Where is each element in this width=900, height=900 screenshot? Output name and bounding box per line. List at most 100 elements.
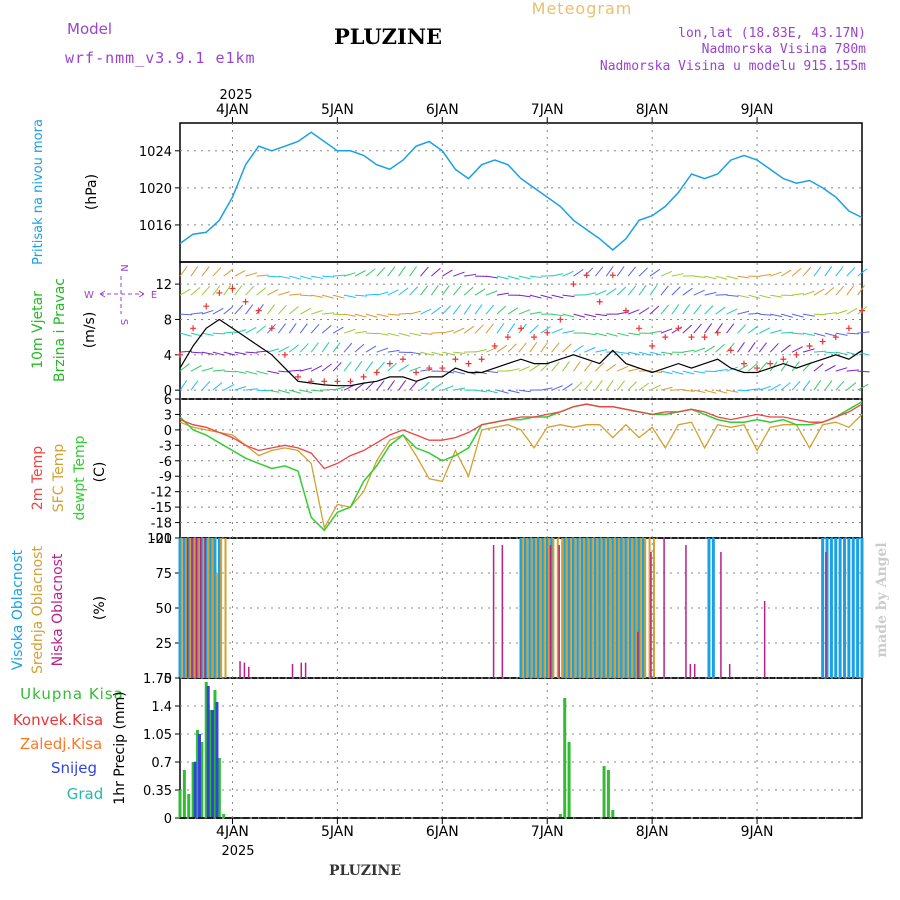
wind-arrow [343, 342, 353, 353]
wind-arrow [507, 275, 520, 280]
wind-arrow [223, 370, 236, 373]
wind-arrow [267, 389, 280, 393]
precip-bar [606, 770, 610, 818]
wind-gust-marker [399, 356, 406, 363]
wind-arrow [594, 380, 603, 391]
wind-arrow [540, 294, 553, 299]
wind-arrow [277, 323, 287, 334]
legend-hail: Grad [67, 785, 104, 803]
wind-arrow [201, 266, 210, 277]
sfc-temp-ylabel: SFC Temp [51, 444, 67, 513]
wind-arrow [409, 380, 418, 391]
wind-arrow [223, 351, 236, 356]
wind-arrow [212, 369, 225, 372]
panel-frame [179, 677, 863, 819]
model-label: Model [67, 20, 112, 38]
wind-arrow [332, 362, 342, 372]
precip-bar [213, 690, 217, 818]
wind-arrow [627, 266, 637, 277]
wind-gust-marker [570, 281, 577, 288]
wind-arrow [332, 326, 344, 334]
wind-arrow [453, 351, 466, 355]
wind-arrow [835, 380, 845, 391]
wind-arrow [431, 332, 444, 334]
top-time-axis: 2025 [219, 88, 252, 103]
wind-arrow [234, 370, 247, 374]
model-name: wrf-nmm_v3.9.1 e1km [65, 49, 256, 67]
wind-arrow [813, 332, 826, 337]
wind-gust-marker [859, 307, 865, 314]
precip-bar [206, 686, 210, 818]
wind-arrow [190, 286, 201, 296]
wind-gust-marker [255, 307, 262, 314]
wind-arrow [770, 329, 782, 334]
wind-arrow [573, 344, 584, 353]
wind-arrow [441, 305, 452, 315]
wind-arrow [551, 273, 564, 277]
wind-arrow [715, 343, 725, 353]
wind-gust-marker [229, 285, 236, 292]
wind-arrow [245, 286, 255, 296]
wind-arrow [682, 304, 691, 315]
wind-arrow [791, 380, 801, 391]
wind-arrow [518, 275, 531, 280]
y-tick-label: 1020 [139, 182, 172, 197]
wind-arrow [704, 323, 713, 334]
wind-arrow [507, 389, 520, 394]
wind-arrow [824, 286, 835, 296]
wind-arrow [769, 383, 781, 391]
wind-arrow [791, 267, 802, 277]
y-tick-label: 0 [164, 672, 172, 687]
wind-arrow [617, 311, 630, 315]
wind-arrow [463, 325, 475, 334]
temp2m-line [179, 403, 863, 470]
wind-arrow [529, 342, 538, 353]
wind-arrow [430, 285, 439, 296]
wind-arrow [354, 343, 365, 353]
wind-arrow [310, 323, 320, 334]
wind-arrow [288, 323, 297, 334]
wind-arrow [179, 363, 190, 372]
wind-arrow [420, 381, 430, 391]
wind-arrow [660, 351, 673, 355]
wind-arrow [726, 294, 739, 297]
wind-gust-marker [203, 303, 210, 310]
wind-arrow [321, 294, 334, 299]
wind-arrow [704, 345, 716, 353]
y-tick-label: 3 [164, 408, 172, 423]
wind-arrow [354, 270, 366, 277]
wind-arrow [365, 313, 378, 318]
wind-arrow [365, 381, 375, 391]
wind-arrow [737, 310, 750, 315]
wind-arrow [453, 327, 465, 334]
wind-arrow [201, 309, 214, 315]
wind-arrow [715, 368, 728, 372]
wind-arrow [638, 267, 649, 277]
wind-arrow [638, 382, 650, 391]
wind-arrow [693, 304, 702, 315]
wind-arrow [671, 388, 684, 391]
wind-arrow [551, 385, 563, 391]
wind-arrow [496, 305, 507, 315]
wind-arrow [354, 294, 367, 297]
wind-arrow [387, 266, 396, 277]
wind-arrow [813, 288, 825, 296]
wind-gust-marker [386, 360, 393, 367]
wind-arrow [616, 266, 625, 277]
wind-arrow [343, 361, 352, 372]
wind-arrow [212, 267, 222, 277]
y-tick-label: 1016 [139, 219, 172, 234]
wind-arrow [485, 370, 498, 374]
wind-arrow [759, 327, 771, 334]
wind-ylabel-2: Brzina i Pravac [52, 278, 68, 382]
wind-arrow [617, 332, 629, 337]
wind-gust-marker [583, 272, 590, 279]
y-tick-label: 0.7 [151, 756, 172, 771]
wind-arrow [857, 331, 870, 334]
wind-arrow [540, 326, 551, 334]
wind-arrow [474, 349, 487, 353]
station-elevation: Nadmorska Visina 780m [702, 42, 867, 57]
wind-arrow [759, 313, 772, 316]
top-day-label: 9JAN [741, 102, 774, 118]
wind-arrow [420, 266, 429, 277]
